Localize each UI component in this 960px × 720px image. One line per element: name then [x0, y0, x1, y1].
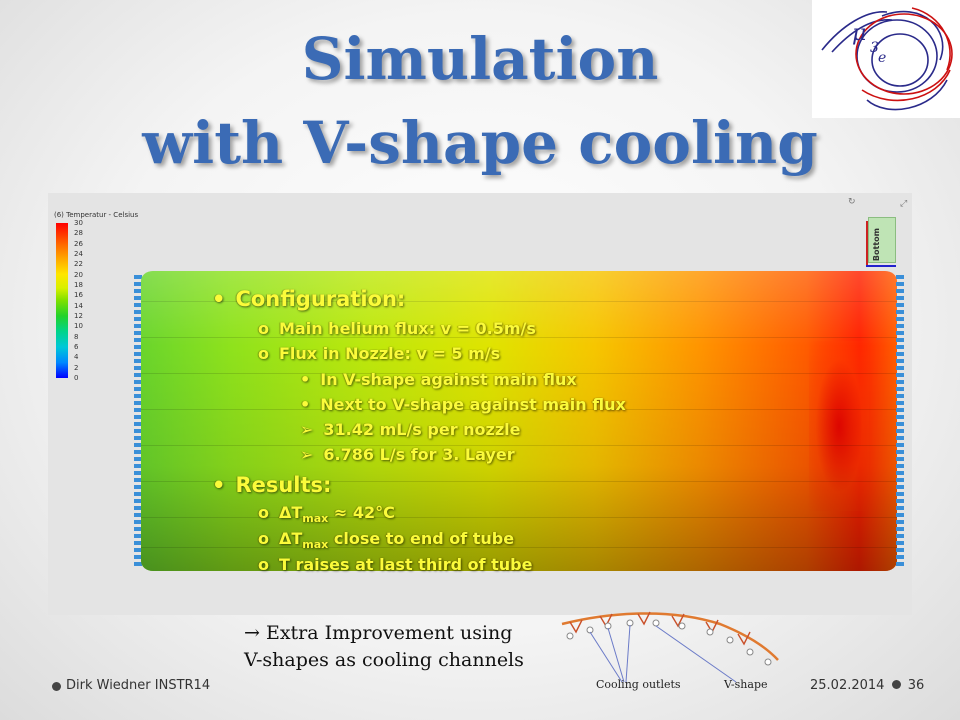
heat-map-tube [141, 271, 897, 571]
expand-icon[interactable]: ⤢ [900, 199, 908, 209]
config-heading: • Configuration: [212, 287, 406, 311]
footer-date: 25.02.2014 [810, 678, 885, 693]
nozzle-item-2: • Next to V-shape against main flux [300, 395, 626, 414]
hot-spot [809, 341, 869, 511]
colorbar-tick: 26 [74, 239, 83, 248]
result-item-1: o ΔTmax ≈ 42°C [258, 503, 395, 526]
colorbar-tick: 10 [74, 322, 83, 331]
improvement-note: → Extra Improvement using V-shapes as co… [244, 620, 524, 674]
label-cooling-outlets: Cooling outlets [596, 678, 681, 691]
colorbar-tick: 14 [74, 301, 83, 310]
svg-text:μ: μ [852, 21, 866, 46]
footer-dot-right [891, 680, 901, 689]
colorbar-tick: 24 [74, 250, 83, 258]
colorbar-tick: 12 [74, 312, 83, 320]
mu3e-logo: μ 3 e [812, 0, 960, 118]
orientation-label: Bottom [872, 228, 881, 262]
note-line-2: V-shapes as cooling channels [244, 649, 524, 671]
colorbar-tick: 16 [74, 291, 83, 300]
arrow-item-1: ➢ 31.42 mL/s per nozzle [300, 420, 521, 439]
colorbar-tick: 0 [74, 374, 79, 382]
colorbar-tick: 4 [74, 353, 79, 362]
plot-label: (6) Temperatur - Celsius [54, 211, 139, 219]
rotate-icon[interactable]: ↻ [848, 197, 856, 207]
temperature-colorbar [56, 223, 68, 378]
label-v-shape: V-shape [724, 678, 768, 691]
arrow-item-2: ➢ 6.786 L/s for 3. Layer [300, 445, 515, 464]
footer-author: Dirk Wiedner INSTR14 [66, 678, 211, 693]
svg-text:e: e [878, 50, 886, 66]
results-heading: • Results: [212, 473, 332, 497]
result-item-2: o ΔTmax close to end of tube [258, 529, 515, 552]
page-number: 36 [907, 678, 925, 693]
simulation-plot: (6) Temperatur - Celsius 30 28 26 24 22 20 18 1… [48, 193, 912, 615]
colorbar-tick: 8 [74, 332, 79, 341]
slide-title-line2: with V-shape cooling [142, 109, 818, 177]
footer-dot-left [52, 682, 61, 691]
v-shape-diagram [560, 610, 784, 700]
nozzle-item-1: • In V-shape against main flux [300, 370, 577, 389]
footer-right: 25.02.2014 36 [810, 678, 924, 693]
config-item-2: o Flux in Nozzle: v = 5 m/s [258, 344, 501, 363]
colorbar-tick: 22 [74, 260, 83, 269]
note-line-1: → Extra Improvement using [244, 622, 513, 644]
colorbar-tick: 20 [74, 270, 83, 279]
colorbar-tick: 18 [74, 281, 83, 289]
colorbar-tick: 6 [74, 343, 79, 351]
svg-text:3: 3 [870, 40, 879, 56]
view-orientation-cube[interactable]: Bottom [856, 211, 908, 273]
cooling-fins-left [134, 275, 142, 567]
colorbar-tick: 28 [74, 229, 83, 238]
slide-title-line1: Simulation [301, 25, 659, 93]
cooling-fins-right [896, 275, 904, 567]
colorbar-tick: 2 [74, 363, 79, 372]
config-item-1: o Main helium flux: v = 0.5m/s [258, 319, 536, 338]
colorbar-tick: 30 [74, 219, 83, 227]
